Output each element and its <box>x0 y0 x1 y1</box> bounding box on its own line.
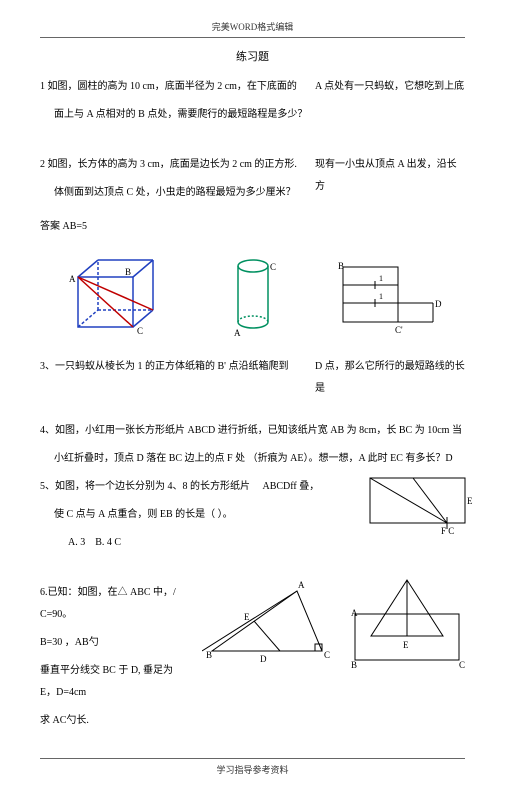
q3-line1: D 点，那么它所行的最短路线的长是 3、一只蚂蚁从棱长为 1 的正方体纸箱的 B… <box>40 356 465 378</box>
square-fold-diagram: A B C E <box>347 576 465 671</box>
q6-l1: 6.已知：如图，在△ ABC 中，/ C=90。 <box>40 582 190 626</box>
q3-right: D 点，那么它所行的最短路线的长是 <box>315 356 465 400</box>
label-b: B <box>351 660 357 670</box>
label-d: D <box>260 654 267 664</box>
net-diagram: B D C' 1 1 <box>333 257 443 337</box>
label-c: C' <box>395 325 403 335</box>
q2-right: 现有一小虫从顶点 A 出发，沿长方 <box>315 154 465 198</box>
label-a: A <box>69 274 76 284</box>
fold-rect-diagram: E F C <box>365 470 475 540</box>
q2-line1: 现有一小虫从顶点 A 出发，沿长方 2 如图，长方体的高为 3 cm，底面是边长… <box>40 154 465 176</box>
q5-l1b: ABCDff 叠， <box>263 481 320 492</box>
q1-line1: A 点处有一只蚂蚁，它想吃到上底 1 如图，圆柱的高为 10 cm，底面半径为 … <box>40 76 465 98</box>
label-fc: F C <box>441 526 454 536</box>
q6-l3: 垂直平分线交 BC 于 D, 垂足为 E，D=4cm <box>40 660 190 704</box>
opt-a: A. 3 <box>68 537 85 548</box>
label-b: B <box>338 261 344 271</box>
val-1: 1 <box>379 274 383 283</box>
page: 完美WORD格式编辑 练习题 A 点处有一只蚂蚁，它想吃到上底 1 如图，圆柱的… <box>0 0 505 796</box>
label-b: B <box>206 650 212 660</box>
label-c: C <box>324 650 330 660</box>
q6-l4: 求 AC勺长. <box>40 710 190 732</box>
q3-left: 3、一只蚂蚁从棱长为 1 的正方体纸箱的 B' 点沿纸箱爬到 <box>40 361 288 372</box>
q5-l1a: 5、如图，将一个边长分别为 4、8 的长方形纸片 <box>40 481 250 492</box>
label-a: A <box>298 580 305 590</box>
page-title: 练习题 <box>40 48 465 64</box>
q1-right: A 点处有一只蚂蚁，它想吃到上底 <box>315 76 465 98</box>
page-header: 完美WORD格式编辑 <box>40 20 465 38</box>
q1-line2: 面上与 A 点相对的 B 点处，需要爬行的最短路程是多少？ <box>54 104 465 126</box>
label-c: C <box>137 326 143 336</box>
label-e: E <box>244 612 250 622</box>
q5-block: E F C 5、如图，将一个边长分别为 4、8 的长方形纸片 ABCDff 叠，… <box>40 476 465 554</box>
val-2: 1 <box>379 292 383 301</box>
cylinder-diagram: A C <box>218 252 288 342</box>
label-a: A <box>234 328 241 338</box>
q4-line1: 4、如图，小红用一张长方形纸片 ABCD 进行折纸，已知该纸片宽 AB 为 8c… <box>40 420 465 442</box>
q4-line2: 小红折叠时，顶点 D 落在 BC 边上的点 F 处 （折痕为 AE）。想一想，A… <box>54 448 465 470</box>
label-e: E <box>467 496 473 506</box>
label-c: C <box>270 262 276 272</box>
q2-left: 2 如图，长方体的高为 3 cm，底面是边长为 2 cm 的正方形. <box>40 159 297 170</box>
triangle-diagram: B C A D E <box>202 576 335 666</box>
cuboid-diagram: A B C <box>63 252 173 342</box>
page-footer: 学习指导参考资料 <box>40 758 465 776</box>
label-b: B <box>125 267 131 277</box>
label-a: A <box>351 608 358 618</box>
label-c: C <box>459 660 465 670</box>
opt-b: B. 4 C <box>95 537 121 548</box>
diagrams-row-1: A B C A C B D C' 1 1 <box>40 252 465 342</box>
q1-left: 1 如图，圆柱的高为 10 cm，底面半径为 2 cm，在下底面的 <box>40 81 297 92</box>
q6-l2: B=30 ，AB勺 <box>40 632 190 654</box>
label-e: E <box>403 640 409 650</box>
label-d: D <box>435 299 442 309</box>
q2-answer: 答案 AB=5 <box>40 216 465 238</box>
